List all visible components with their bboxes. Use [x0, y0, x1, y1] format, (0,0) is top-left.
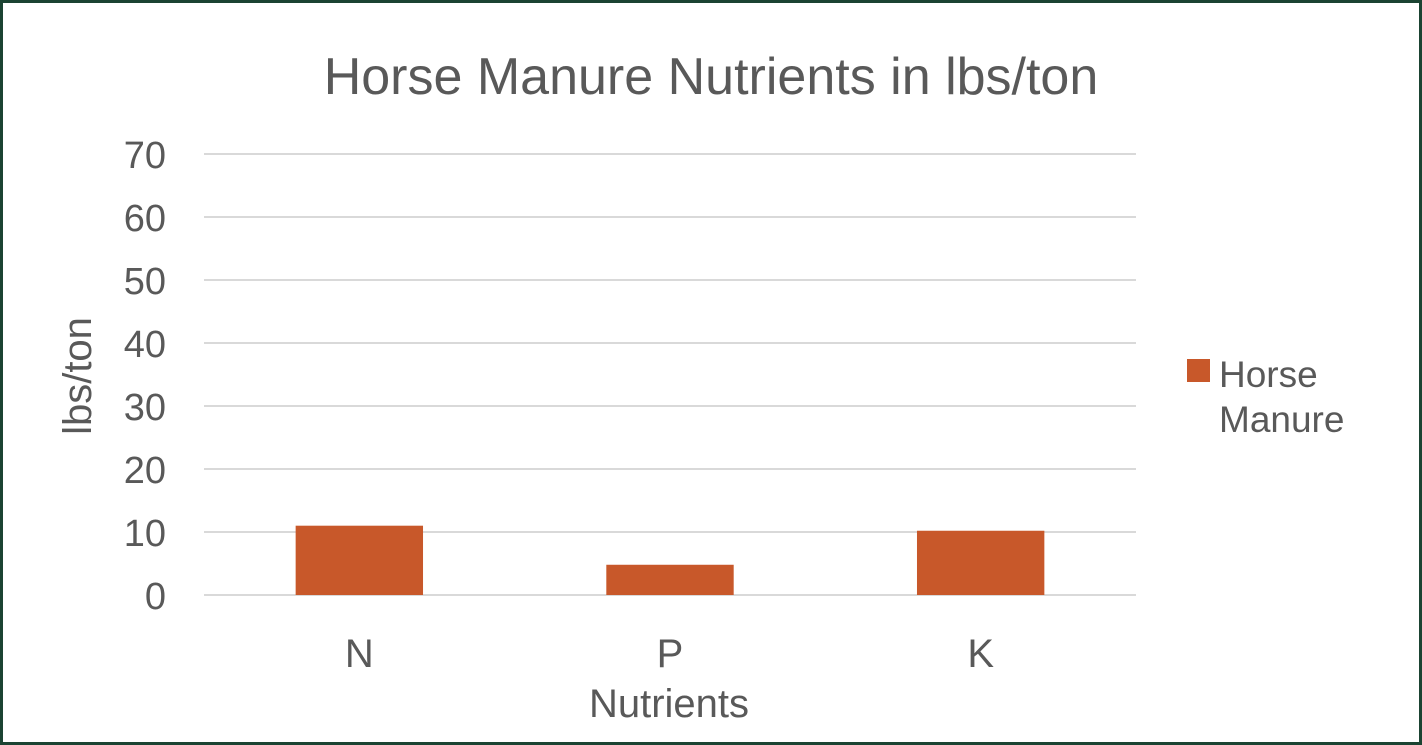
y-tick-label: 70 [124, 135, 166, 177]
x-tick-label-P: P [657, 632, 684, 676]
bar-K [916, 530, 1045, 595]
y-tick-label: 30 [124, 387, 166, 429]
legend-label-line-1: Horse [1219, 354, 1318, 395]
x-tick-label-K: K [967, 632, 994, 676]
y-tick-label: 60 [124, 198, 166, 240]
x-axis-label: Nutrients [589, 682, 749, 726]
bar-N [295, 525, 424, 595]
chart-title: Horse Manure Nutrients in lbs/ton [324, 48, 1099, 106]
y-tick-label: 40 [124, 324, 166, 366]
y-tick-label: 0 [145, 576, 166, 618]
y-axis-ticks: 0 10 20 30 40 50 60 70 [124, 135, 166, 618]
legend: Horse Manure [1187, 354, 1344, 440]
legend-swatch [1187, 359, 1210, 382]
y-tick-label: 10 [124, 513, 166, 555]
legend-label-line-2: Manure [1219, 399, 1344, 440]
y-tick-label: 50 [124, 261, 166, 303]
y-axis-label: lbs/ton [56, 317, 100, 435]
bars [295, 525, 1045, 595]
x-tick-label-N: N [345, 632, 374, 676]
y-tick-label: 20 [124, 450, 166, 492]
bar-chart: Horse Manure Nutrients in lbs/ton 0 10 20 3… [56, 48, 1344, 726]
bar-P [606, 564, 734, 595]
